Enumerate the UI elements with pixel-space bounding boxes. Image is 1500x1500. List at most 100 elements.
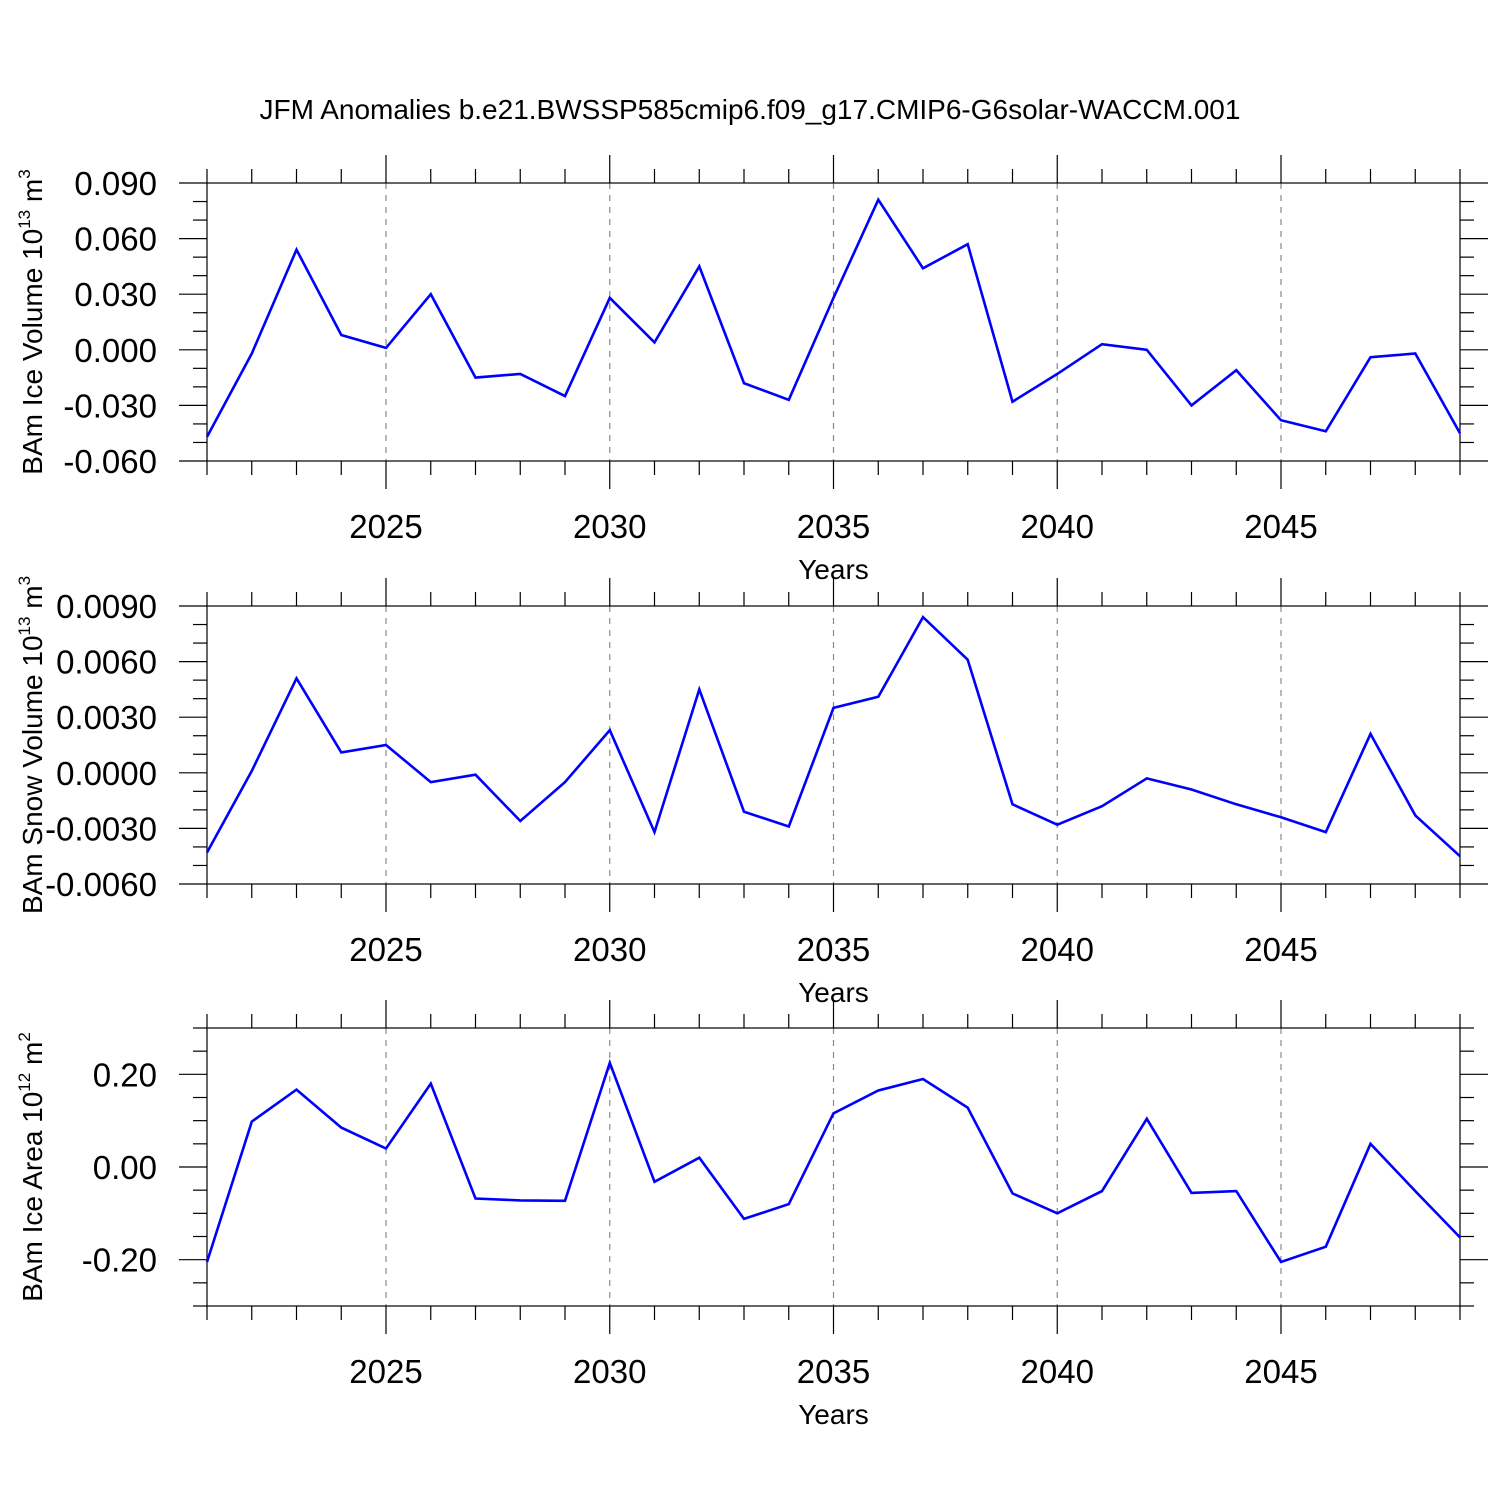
y-tick-label: -0.0030 — [45, 810, 157, 847]
x-tick-label: 2025 — [349, 508, 422, 545]
data-point — [1145, 348, 1149, 352]
series-line — [205, 1058, 1461, 1264]
data-point — [1369, 1142, 1373, 1146]
data-point — [429, 1082, 433, 1086]
data-point — [384, 743, 388, 747]
x-tick-label: 2035 — [797, 931, 870, 968]
data-point — [876, 695, 880, 699]
data-point — [1324, 830, 1328, 834]
chart-panel-2: -0.0060 -0.0030 0.0000 0.0030 0.0060 0.0090 20… — [15, 576, 1488, 1008]
data-point — [1324, 429, 1328, 433]
data-point — [832, 296, 836, 300]
data-point — [339, 1126, 343, 1130]
data-point — [250, 352, 254, 356]
data-point — [1458, 854, 1462, 858]
data-point — [921, 615, 925, 619]
data-point — [1190, 403, 1194, 407]
y-tick-label: -0.030 — [63, 387, 157, 424]
y-tick-label: -0.20 — [82, 1242, 157, 1279]
data-point — [518, 372, 522, 376]
data-point — [876, 1089, 880, 1093]
x-tick-label: 2035 — [797, 1353, 870, 1390]
data-point — [921, 266, 925, 270]
y-axis-label: BAm Snow Volume 1013 m3 — [15, 576, 48, 914]
data-point — [1055, 823, 1059, 827]
data-point — [1234, 1189, 1238, 1193]
x-tick-label: 2025 — [349, 931, 422, 968]
data-point — [1279, 418, 1283, 422]
data-point — [966, 1106, 970, 1110]
data-point — [1234, 802, 1238, 806]
data-point — [1413, 813, 1417, 817]
y-tick-label: -0.0060 — [45, 866, 157, 903]
data-point — [250, 1120, 254, 1124]
x-tick-label: 2030 — [573, 931, 646, 968]
data-point — [474, 1197, 478, 1201]
data-point — [205, 1260, 209, 1264]
y-tick-label: 0.030 — [74, 276, 157, 313]
data-point — [697, 264, 701, 268]
chart-panel-3: -0.20 0.00 0.20 2025 2030 2035 2040 2045 Years BA… — [15, 1000, 1488, 1430]
data-point — [653, 1180, 657, 1184]
y-tick-label: 0.090 — [74, 165, 157, 202]
data-point — [384, 1146, 388, 1150]
data-point — [966, 658, 970, 662]
x-tick-label: 2040 — [1021, 508, 1094, 545]
x-tick-label: 2045 — [1244, 1353, 1317, 1390]
data-point — [1100, 804, 1104, 808]
data-point — [250, 769, 254, 773]
data-point — [339, 750, 343, 754]
y-tick-label: 0.00 — [93, 1149, 157, 1186]
data-point — [384, 346, 388, 350]
data-point — [1100, 1189, 1104, 1193]
data-point — [1279, 1260, 1283, 1264]
data-point — [474, 376, 478, 380]
x-tick-label: 2040 — [1021, 931, 1094, 968]
data-point — [563, 780, 567, 784]
series-line — [205, 197, 1462, 438]
data-point — [787, 825, 791, 829]
data-point — [876, 198, 880, 202]
data-point — [563, 1199, 567, 1203]
figure-title: JFM Anomalies b.e21.BWSSP585cmip6.f09_g1… — [260, 94, 1241, 125]
x-tick-label: 2045 — [1244, 931, 1317, 968]
x-tick-label: 2040 — [1021, 1353, 1094, 1390]
data-point — [966, 242, 970, 246]
data-point — [832, 706, 836, 710]
data-point — [205, 850, 209, 854]
data-point — [608, 1061, 612, 1065]
data-point — [474, 773, 478, 777]
y-tick-label: 0.0000 — [56, 755, 157, 792]
data-point — [1279, 815, 1283, 819]
data-point — [563, 394, 567, 398]
panels: -0.060 -0.030 0.000 0.030 0.060 0.090 2025 2030… — [15, 155, 1488, 1430]
x-tick-label: 2030 — [573, 508, 646, 545]
data-point — [1413, 1189, 1417, 1193]
data-point — [742, 1217, 746, 1221]
data-point — [742, 381, 746, 385]
y-tick-label: 0.0060 — [56, 644, 157, 681]
y-tick-label: 0.000 — [74, 332, 157, 369]
data-point — [1458, 431, 1462, 435]
data-point — [295, 676, 299, 680]
data-point — [832, 1111, 836, 1115]
data-point — [787, 1202, 791, 1206]
data-point — [1458, 1235, 1462, 1239]
data-point — [742, 810, 746, 814]
data-point — [1011, 1191, 1015, 1195]
data-point — [1055, 1211, 1059, 1215]
data-point — [653, 830, 657, 834]
data-point — [787, 398, 791, 402]
data-point — [1011, 802, 1015, 806]
data-point — [608, 728, 612, 732]
series-line — [205, 615, 1461, 858]
x-tick-label: 2035 — [797, 508, 870, 545]
data-point — [1234, 368, 1238, 372]
data-point — [697, 1156, 701, 1160]
data-point — [518, 1198, 522, 1202]
data-point — [1369, 355, 1373, 359]
y-axis-label: BAm Ice Volume 1013 m3 — [15, 169, 48, 474]
data-point — [295, 248, 299, 252]
data-point — [608, 296, 612, 300]
